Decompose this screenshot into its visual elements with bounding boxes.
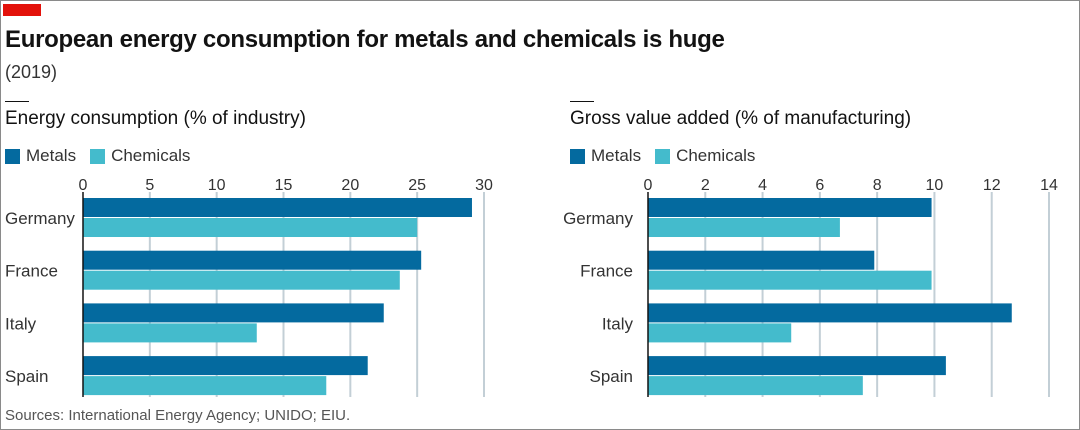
legend-label-chemicals: Chemicals (676, 146, 756, 165)
bar-chemicals-spain (648, 376, 863, 396)
x-tick-label: 14 (1040, 177, 1058, 194)
bar-chemicals-germany (83, 218, 418, 237)
category-label: Spain (5, 367, 48, 386)
bar-chemicals-italy (83, 323, 257, 343)
x-tick-label: 10 (208, 177, 226, 194)
bar-metals-france (83, 250, 422, 270)
x-tick-label: 4 (758, 177, 767, 194)
x-tick-label: 20 (341, 177, 359, 194)
bar-chemicals-france (83, 270, 400, 290)
chemicals-swatch-icon (90, 148, 106, 164)
x-tick-label: 30 (475, 177, 493, 194)
bar-chemicals-france (648, 270, 932, 290)
x-tick-label: 2 (701, 177, 710, 194)
category-label: Germany (5, 209, 75, 228)
metals-swatch-icon (570, 148, 585, 164)
legend-left: Metals Chemicals (5, 146, 204, 166)
x-tick-label: 10 (926, 177, 944, 194)
x-tick-label: 15 (275, 177, 293, 194)
x-tick-label: 6 (815, 177, 824, 194)
panel-rule-left (5, 101, 29, 102)
legend-item-chemicals: Chemicals (90, 146, 190, 166)
bar-metals-italy (648, 303, 1012, 323)
category-label: Spain (590, 367, 633, 386)
panel-title-energy: Energy consumption (% of industry) (5, 108, 306, 129)
legend-item-metals: Metals (570, 146, 641, 166)
x-tick-label: 0 (79, 177, 88, 194)
bar-metals-italy (83, 303, 384, 323)
category-label: Italy (5, 314, 37, 333)
x-tick-label: 12 (983, 177, 1001, 194)
chemicals-swatch-icon (655, 148, 671, 164)
bar-metals-france (648, 250, 875, 270)
legend-label-metals: Metals (591, 146, 642, 165)
bar-metals-germany (83, 198, 472, 217)
x-tick-label: 5 (145, 177, 154, 194)
category-label: France (5, 262, 58, 281)
legend-right: Metals Chemicals (570, 146, 769, 166)
legend-item-chemicals: Chemicals (655, 146, 755, 166)
x-tick-label: 0 (644, 177, 653, 194)
bar-metals-spain (83, 356, 368, 376)
legend-label-metals: Metals (26, 146, 77, 165)
brand-red-tag (3, 4, 41, 16)
legend-item-metals: Metals (5, 146, 76, 166)
metals-swatch-icon (5, 148, 20, 164)
chart-title: European energy consumption for metals a… (5, 26, 725, 53)
bar-chemicals-spain (83, 376, 327, 396)
chart-subtitle: (2019) (5, 62, 58, 82)
bar-chemicals-germany (648, 218, 840, 237)
category-label: France (580, 262, 633, 281)
bar-chemicals-italy (648, 323, 792, 343)
category-label: Germany (563, 209, 633, 228)
bar-metals-spain (648, 356, 946, 376)
source-note: Sources: International Energy Agency; UN… (5, 407, 351, 424)
x-tick-label: 25 (408, 177, 426, 194)
panel-rule-right (570, 101, 594, 102)
panel-title-gva: Gross value added (% of manufacturing) (570, 108, 912, 129)
category-label: Italy (602, 314, 634, 333)
x-tick-label: 8 (873, 177, 882, 194)
bar-metals-germany (648, 198, 932, 217)
legend-label-chemicals: Chemicals (111, 146, 191, 165)
